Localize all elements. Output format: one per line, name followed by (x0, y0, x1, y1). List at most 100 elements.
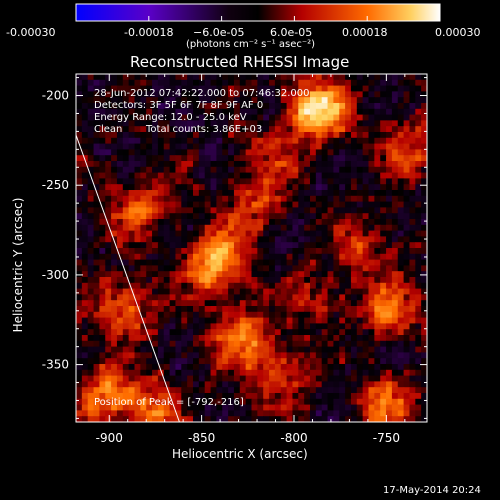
heatmap-cell (239, 126, 247, 133)
heatmap-cell (345, 416, 352, 422)
heatmap-cell (134, 242, 141, 249)
heatmap-cell (269, 398, 276, 406)
heatmap-cell (111, 242, 118, 249)
heatmap-cell (350, 201, 358, 208)
heatmap-cell (321, 137, 329, 145)
heatmap-cell (274, 207, 282, 214)
heatmap-cell (380, 114, 387, 121)
heatmap-cell (263, 248, 270, 255)
heatmap-cell (274, 224, 282, 232)
heatmap-cell (339, 143, 346, 150)
heatmap-cell (169, 242, 177, 249)
heatmap-cell (122, 74, 130, 81)
heatmap-cell (257, 306, 264, 313)
heatmap-cell (222, 300, 229, 307)
heatmap-cell (374, 277, 381, 284)
heatmap-cell (111, 375, 118, 382)
heatmap-cell (163, 317, 171, 324)
heatmap-cell (362, 259, 370, 266)
heatmap-cell (421, 311, 427, 319)
heatmap-cell (263, 143, 270, 150)
heatmap-cell (368, 155, 375, 162)
heatmap-cell (222, 85, 229, 92)
heatmap-cell (157, 311, 165, 319)
heatmap-cell (263, 161, 270, 168)
heatmap-cell (152, 410, 159, 417)
heatmap-cell (310, 265, 317, 272)
heatmap-cell (134, 132, 141, 139)
heatmap-cell (105, 108, 112, 116)
heatmap-cell (116, 288, 124, 295)
heatmap-cell (257, 317, 264, 324)
heatmap-cell (345, 236, 352, 243)
heatmap-cell (181, 213, 188, 220)
heatmap-cell (111, 79, 118, 87)
heatmap-cell (368, 120, 375, 127)
heatmap-cell (116, 271, 124, 278)
heatmap-cell (105, 265, 112, 272)
heatmap-cell (169, 410, 177, 417)
heatmap-cell (386, 375, 393, 382)
heatmap-cell (193, 114, 200, 121)
heatmap-cell (409, 178, 416, 185)
heatmap-cell (228, 253, 235, 261)
heatmap-cell (76, 224, 83, 232)
heatmap-cell (304, 369, 311, 377)
heatmap-cell (198, 282, 206, 290)
heatmap-cell (368, 149, 375, 156)
heatmap-cell (187, 375, 194, 382)
heatmap-cell (345, 300, 352, 307)
heatmap-cell (374, 114, 381, 121)
heatmap-cell (152, 242, 159, 249)
heatmap-cell (175, 242, 182, 249)
heatmap-cell (187, 300, 194, 307)
heatmap-cell (368, 184, 375, 191)
heatmap-cell (216, 195, 223, 203)
heatmap-cell (233, 126, 241, 133)
heatmap-cell (76, 277, 83, 284)
heatmap-cell (81, 404, 89, 411)
heatmap-cell (111, 236, 118, 243)
heatmap-cell (193, 126, 200, 133)
heatmap-cell (210, 282, 217, 290)
heatmap-cell (409, 288, 416, 295)
heatmap-cell (239, 207, 247, 214)
heatmap-cell (193, 352, 200, 359)
heatmap-cell (386, 97, 393, 104)
heatmap-cell (386, 190, 393, 197)
heatmap-cell (163, 398, 171, 406)
heatmap-cell (280, 137, 288, 145)
heatmap-cell (274, 91, 282, 98)
heatmap-cell (409, 317, 416, 324)
heatmap-cell (105, 172, 112, 179)
heatmap-cell (193, 404, 200, 411)
heatmap-cell (397, 178, 405, 185)
heatmap-cell (310, 381, 317, 388)
heatmap-cell (198, 143, 206, 150)
heatmap-cell (181, 166, 188, 174)
heatmap-cell (152, 288, 159, 295)
heatmap-cell (99, 195, 106, 203)
heatmap-cell (356, 311, 364, 319)
heatmap-cell (368, 213, 375, 220)
heatmap-cell (280, 79, 288, 87)
heatmap-cell (397, 294, 405, 301)
heatmap-cell (415, 190, 422, 197)
heatmap-cell (128, 213, 136, 220)
heatmap-cell (81, 230, 89, 237)
heatmap-cell (409, 195, 416, 203)
heatmap-cell (409, 207, 416, 214)
heatmap-cell (339, 364, 346, 371)
heatmap-cell (263, 91, 270, 98)
heatmap-cell (321, 375, 329, 382)
heatmap-cell (81, 172, 89, 179)
heatmap-cell (233, 271, 241, 278)
heatmap-cell (409, 132, 416, 139)
heatmap-cell (140, 224, 147, 232)
heatmap-cell (321, 352, 329, 359)
heatmap-cell (274, 114, 282, 121)
heatmap-cell (321, 335, 329, 342)
heatmap-cell (181, 161, 188, 168)
heatmap-cell (187, 398, 194, 406)
heatmap-cell (391, 190, 399, 197)
